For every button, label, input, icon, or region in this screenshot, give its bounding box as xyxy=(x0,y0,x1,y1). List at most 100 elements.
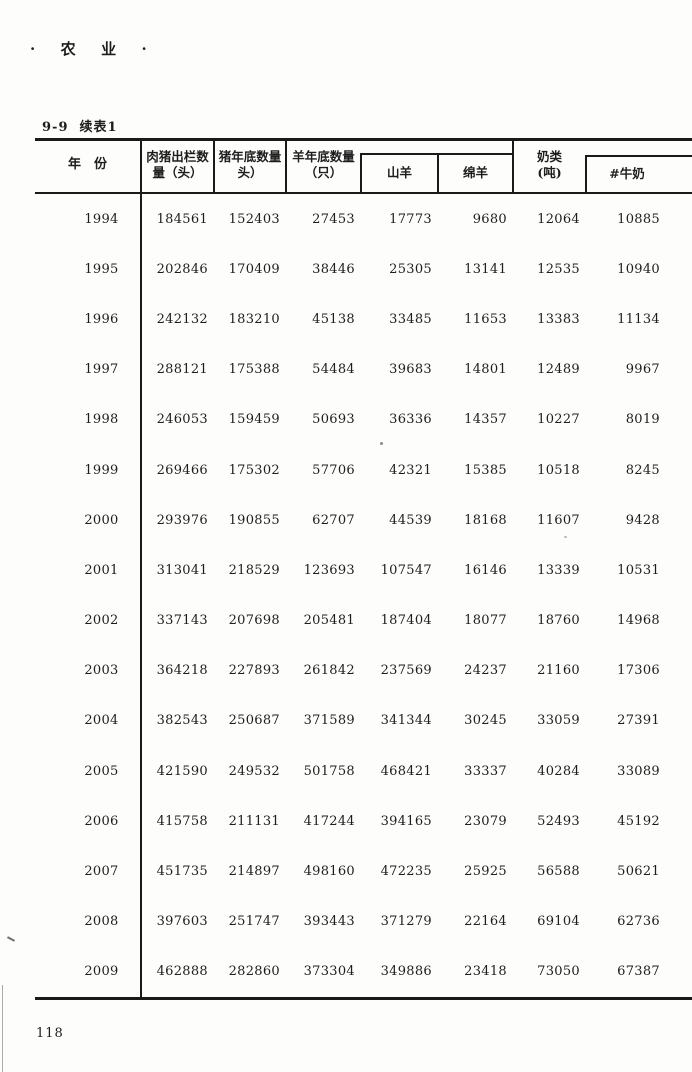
goat-value: 44539 xyxy=(389,512,432,528)
header-cow-milk: #牛奶 xyxy=(587,155,667,192)
cow-milk-value: 10531 xyxy=(617,562,660,578)
sheep-yearend-total-value: 62707 xyxy=(312,512,355,528)
hog-slaughter-value: 337143 xyxy=(156,613,208,629)
year-cell: 1997 xyxy=(84,362,119,378)
header-pig-yearend: 猪年底数量 头） xyxy=(215,138,285,192)
goat-value: 42321 xyxy=(389,462,432,478)
cow-milk-value: 27391 xyxy=(617,713,660,729)
year-cell: 2001 xyxy=(84,562,119,578)
year-cell: 2005 xyxy=(84,763,119,779)
hog-slaughter-value: 421590 xyxy=(156,763,208,779)
table-row: 2003 364218 227893 261842 237569 24237 2… xyxy=(35,646,662,696)
header-year-label: 年 份 xyxy=(67,157,107,172)
cow-milk-value: 45192 xyxy=(617,813,660,829)
scan-artifact-dot xyxy=(564,536,567,538)
milk-value: 10518 xyxy=(537,462,580,478)
header-milk-line1: 奶类 xyxy=(536,149,562,164)
year-cell: 2004 xyxy=(84,713,119,729)
year-cell: 2008 xyxy=(84,914,119,930)
sheep-value: 22164 xyxy=(464,914,507,930)
goat-sheep-subheader-divider xyxy=(437,153,439,192)
sheep-value: 25925 xyxy=(464,864,507,880)
sheep-yearend-total-value: 417244 xyxy=(303,813,355,829)
milk-value: 12064 xyxy=(537,211,580,227)
sheep-yearend-total-value: 371589 xyxy=(303,713,355,729)
pig-yearend-value: 249532 xyxy=(228,763,280,779)
pig-yearend-value: 214897 xyxy=(228,864,280,880)
header-milk: 奶类 (吨) xyxy=(514,138,585,192)
pig-yearend-value: 218529 xyxy=(228,562,280,578)
sheep-yearend-total-value: 38446 xyxy=(312,261,355,277)
sheep-yearend-total-value: 50693 xyxy=(312,412,355,428)
table-row: 1994 184561 152403 27453 17773 9680 1206… xyxy=(35,194,662,244)
year-cell: 1998 xyxy=(84,412,119,428)
header-goats-label: 山羊 xyxy=(386,164,412,180)
cow-milk-value: 8245 xyxy=(625,462,660,478)
milk-value: 10227 xyxy=(537,412,580,428)
goat-value: 468421 xyxy=(380,763,432,779)
goat-value: 36336 xyxy=(389,412,432,428)
goat-value: 107547 xyxy=(380,562,432,578)
pig-yearend-value: 227893 xyxy=(228,663,280,679)
year-cell: 2007 xyxy=(84,864,119,880)
sheep-value: 23079 xyxy=(464,813,507,829)
pig-yearend-value: 183210 xyxy=(228,311,280,327)
table-row: 2008 397603 251747 393443 371279 22164 6… xyxy=(35,897,662,947)
sheep-yearend-total-value: 373304 xyxy=(303,964,355,980)
header-pig-yearend-line2: 头） xyxy=(237,165,263,180)
sheep-value: 24237 xyxy=(464,663,507,679)
milk-value: 33059 xyxy=(537,713,580,729)
year-cell: 2003 xyxy=(84,663,119,679)
sheep-yearend-total-value: 27453 xyxy=(312,211,355,227)
milk-value: 56588 xyxy=(537,864,580,880)
pig-yearend-value: 207698 xyxy=(228,613,280,629)
table-row: 2007 451735 214897 498160 472235 25925 5… xyxy=(35,846,662,896)
header-divider-3 xyxy=(512,138,514,194)
goat-subheader-left-rule xyxy=(360,153,362,192)
goat-value: 371279 xyxy=(380,914,432,930)
milk-value: 12489 xyxy=(537,362,580,378)
sheep-yearend-total-value: 205481 xyxy=(303,613,355,629)
pig-yearend-value: 211131 xyxy=(228,813,280,829)
cow-milk-value: 9428 xyxy=(625,512,660,528)
cow-milk-value: 17306 xyxy=(617,663,660,679)
pig-yearend-value: 175388 xyxy=(228,362,280,378)
milk-value: 52493 xyxy=(537,813,580,829)
goat-value: 394165 xyxy=(380,813,432,829)
sheep-value: 14357 xyxy=(464,412,507,428)
sheep-value: 15385 xyxy=(464,462,507,478)
hog-slaughter-value: 246053 xyxy=(156,412,208,428)
sheep-value: 33337 xyxy=(464,763,507,779)
year-cell: 1999 xyxy=(84,462,119,478)
sheep-yearend-total-value: 45138 xyxy=(312,311,355,327)
scan-artifact-dot xyxy=(380,442,383,445)
hog-slaughter-value: 242132 xyxy=(156,311,208,327)
header-divider-2 xyxy=(285,138,287,194)
section-header: · 农 业 · xyxy=(30,40,152,58)
hog-slaughter-value: 415758 xyxy=(156,813,208,829)
table-body: 1994 184561 152403 27453 17773 9680 1206… xyxy=(35,194,662,997)
table-row: 2009 462888 282860 373304 349886 23418 7… xyxy=(35,947,662,997)
milk-value: 13339 xyxy=(537,562,580,578)
cow-milk-subheader-left-rule xyxy=(585,155,587,192)
table-row: 2006 415758 211131 417244 394165 23079 5… xyxy=(35,796,662,846)
header-sheep-label: 绵羊 xyxy=(462,164,488,180)
header-hog-slaughter: 肉猪出栏数 量（头） xyxy=(142,138,213,192)
year-cell: 1996 xyxy=(84,311,119,327)
sheep-yearend-total-value: 123693 xyxy=(303,562,355,578)
pig-yearend-value: 152403 xyxy=(228,211,280,227)
sheep-value: 11653 xyxy=(464,311,507,327)
scan-edge-shadow xyxy=(2,985,3,1072)
year-cell: 1995 xyxy=(84,261,119,277)
cow-milk-value: 8019 xyxy=(625,412,660,428)
header-sheep: 绵羊 xyxy=(439,153,512,192)
table-row: 2004 382543 250687 371589 341344 30245 3… xyxy=(35,696,662,746)
pig-yearend-value: 159459 xyxy=(228,412,280,428)
table-row: 1996 242132 183210 45138 33485 11653 133… xyxy=(35,294,662,344)
goat-value: 341344 xyxy=(380,713,432,729)
goat-value: 187404 xyxy=(380,613,432,629)
hog-slaughter-value: 269466 xyxy=(156,462,208,478)
hog-slaughter-value: 293976 xyxy=(156,512,208,528)
goat-value: 237569 xyxy=(380,663,432,679)
